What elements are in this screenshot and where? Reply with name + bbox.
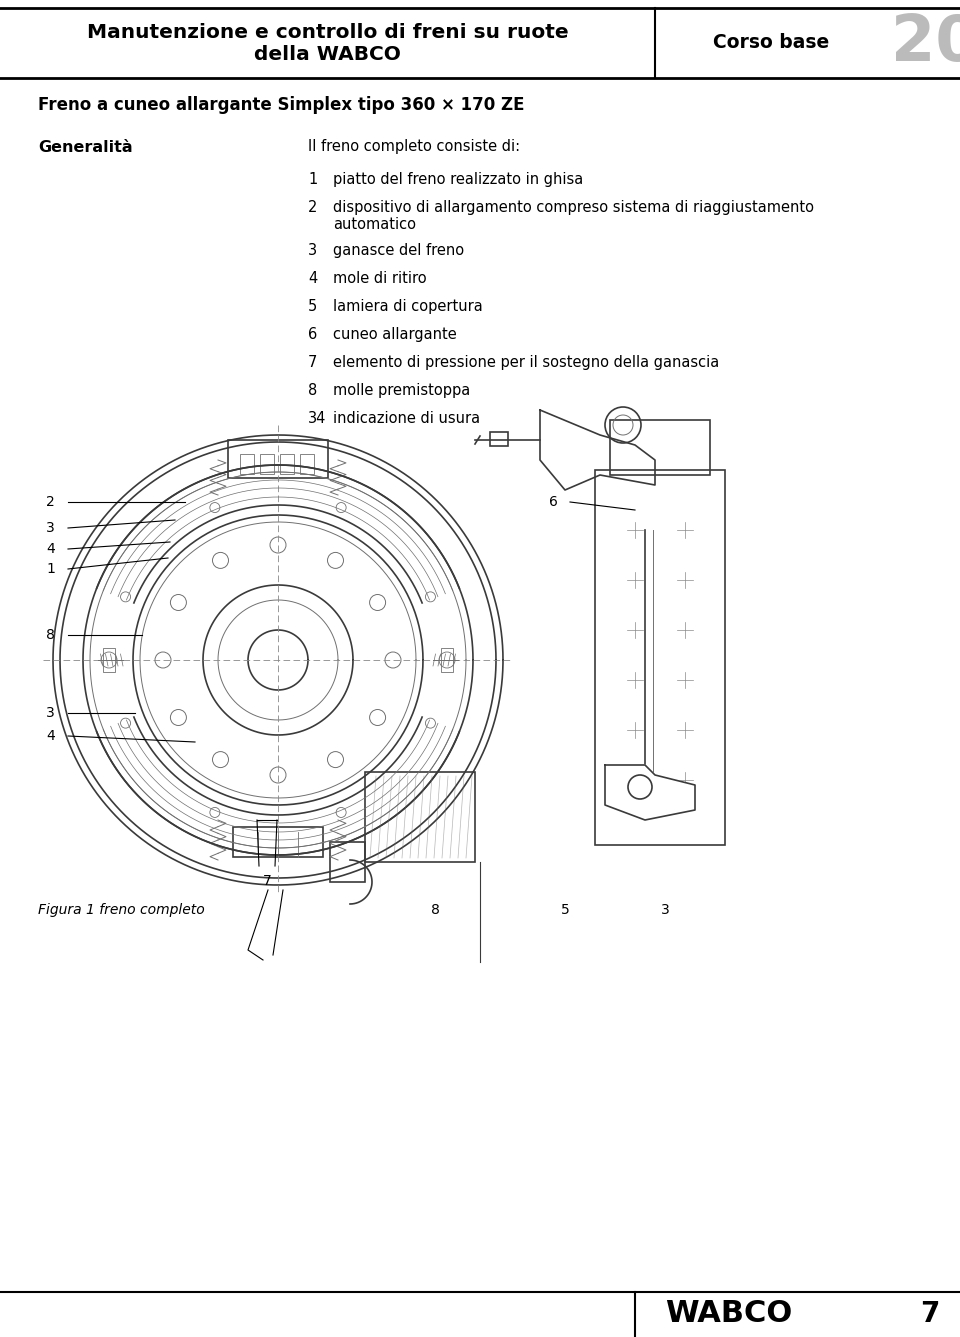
Text: elemento di pressione per il sostegno della ganascia: elemento di pressione per il sostegno de…	[333, 356, 719, 370]
Text: Freno a cuneo allargante Simplex tipo 360 × 170 ZE: Freno a cuneo allargante Simplex tipo 36…	[38, 96, 524, 114]
Polygon shape	[605, 765, 695, 820]
Text: 6: 6	[308, 328, 317, 342]
Bar	[595, 471, 725, 845]
Text: 3: 3	[46, 521, 55, 535]
Bar	[300, 455, 314, 475]
Text: 2: 2	[308, 201, 318, 215]
Text: 4: 4	[46, 541, 55, 556]
Text: Figura 1 freno completo: Figura 1 freno completo	[38, 902, 204, 917]
Text: Generalità: Generalità	[38, 139, 132, 155]
Text: 4: 4	[308, 271, 317, 286]
Text: 3: 3	[46, 706, 55, 721]
Bar	[228, 440, 328, 479]
Text: Il freno completo consiste di:: Il freno completo consiste di:	[308, 139, 520, 155]
Text: 8: 8	[46, 628, 55, 642]
Text: 3: 3	[660, 902, 669, 917]
Text: 7: 7	[921, 1300, 940, 1328]
Bar	[490, 432, 508, 447]
Text: 4: 4	[46, 729, 55, 743]
Bar	[441, 648, 453, 673]
Text: 34: 34	[308, 410, 326, 427]
Text: dispositivo di allargamento compreso sistema di riaggiustamento
automatico: dispositivo di allargamento compreso sis…	[333, 201, 814, 233]
Text: mole di ritiro: mole di ritiro	[333, 271, 426, 286]
Text: 7: 7	[308, 356, 318, 370]
Text: 3: 3	[308, 243, 317, 258]
Text: 8: 8	[431, 902, 440, 917]
Text: Corso base: Corso base	[712, 33, 829, 52]
Bar	[240, 455, 254, 475]
Text: 5: 5	[561, 902, 569, 917]
Bar	[610, 420, 710, 475]
Text: 5: 5	[308, 299, 317, 314]
Text: 1: 1	[46, 562, 55, 576]
Text: 6: 6	[549, 495, 558, 509]
Text: molle premistoppa: molle premistoppa	[333, 382, 470, 398]
Bar	[280, 455, 294, 475]
Text: indicazione di usura: indicazione di usura	[333, 410, 480, 427]
Text: lamiera di copertura: lamiera di copertura	[333, 299, 483, 314]
Text: ganasce del freno: ganasce del freno	[333, 243, 464, 258]
Text: cuneo allargante: cuneo allargante	[333, 328, 457, 342]
Bar	[233, 828, 323, 857]
Text: 20: 20	[891, 12, 960, 74]
Text: 7: 7	[263, 874, 272, 888]
Bar	[260, 455, 274, 475]
Text: 2: 2	[46, 495, 55, 509]
Text: WABCO: WABCO	[665, 1300, 792, 1329]
Bar	[103, 648, 115, 673]
Text: piatto del freno realizzato in ghisa: piatto del freno realizzato in ghisa	[333, 172, 584, 187]
Text: 8: 8	[308, 382, 317, 398]
Text: 1: 1	[308, 172, 317, 187]
Text: Manutenzione e controllo di freni su ruote
della WABCO: Manutenzione e controllo di freni su ruo…	[86, 23, 568, 63]
Bar	[365, 771, 475, 862]
Bar	[330, 842, 365, 882]
